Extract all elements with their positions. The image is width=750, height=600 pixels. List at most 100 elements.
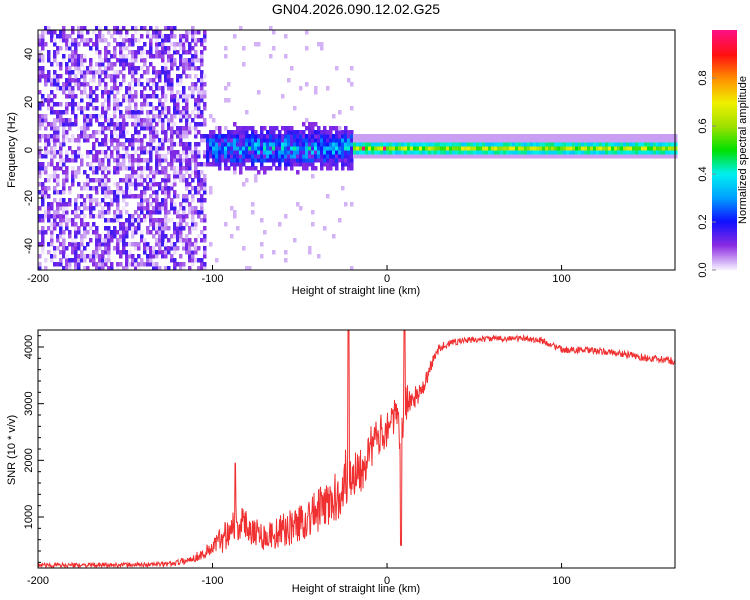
heatmap-cell	[41, 154, 45, 159]
heatmap-cell	[296, 146, 300, 151]
heatmap-cell	[461, 154, 465, 159]
heatmap-cell	[47, 102, 51, 107]
heatmap-cell	[317, 146, 321, 151]
heatmap-cell	[161, 122, 165, 127]
heatmap-cell	[164, 78, 168, 83]
heatmap-cell	[200, 86, 204, 91]
heatmap-cell	[134, 194, 138, 199]
heatmap-cell	[80, 234, 84, 239]
x-tick-label: 0	[384, 575, 390, 587]
heatmap-cell	[482, 154, 486, 159]
heatmap-cell	[128, 250, 132, 255]
heatmap-cell	[167, 50, 171, 55]
heatmap-cell	[299, 154, 303, 159]
heatmap-cell	[242, 150, 246, 155]
heatmap-cell	[257, 154, 261, 159]
heatmap-cell	[272, 154, 276, 159]
heatmap-cell	[176, 170, 180, 175]
heatmap-cell	[146, 230, 150, 235]
heatmap-cell	[182, 198, 186, 203]
heatmap-cell	[65, 154, 69, 159]
heatmap-cell	[149, 142, 153, 147]
heatmap-cell	[98, 178, 102, 183]
heatmap-cell	[269, 150, 273, 155]
heatmap-cell	[593, 150, 597, 155]
heatmap-cell	[482, 146, 486, 151]
heatmap-cell	[38, 118, 42, 123]
colorbar-tick-label: 0.8	[697, 70, 709, 85]
heatmap-cell	[170, 134, 174, 139]
heatmap-cell	[227, 82, 231, 87]
heatmap-cell	[545, 138, 549, 143]
heatmap-cell	[167, 246, 171, 251]
heatmap-cell	[182, 194, 186, 199]
heatmap-cell	[170, 202, 174, 207]
heatmap-cell	[62, 230, 66, 235]
heatmap-cell	[257, 134, 261, 139]
heatmap-cell	[479, 134, 483, 139]
heatmap-cell	[170, 58, 174, 63]
heatmap-cell	[98, 266, 102, 271]
heatmap-cell	[308, 126, 312, 131]
heatmap-cell	[152, 126, 156, 131]
heatmap-cell	[239, 134, 243, 139]
heatmap-cell	[140, 234, 144, 239]
heatmap-cell	[80, 82, 84, 87]
heatmap-cell	[56, 138, 60, 143]
heatmap-cell	[65, 46, 69, 51]
heatmap-cell	[182, 210, 186, 215]
heatmap-cell	[434, 146, 438, 151]
heatmap-cell	[161, 50, 165, 55]
heatmap-cell	[143, 42, 147, 47]
heatmap-cell	[128, 190, 132, 195]
heatmap-cell	[674, 134, 678, 139]
heatmap-cell	[125, 178, 129, 183]
heatmap-cell	[314, 90, 318, 95]
heatmap-cell	[113, 218, 117, 223]
heatmap-cell	[632, 154, 636, 159]
heatmap-cell	[167, 266, 171, 271]
heatmap-cell	[464, 146, 468, 151]
heatmap-cell	[38, 150, 42, 155]
heatmap-cell	[47, 26, 51, 31]
heatmap-cell	[116, 98, 120, 103]
heatmap-cell	[341, 186, 345, 191]
heatmap-cell	[476, 134, 480, 139]
heatmap-cell	[137, 158, 141, 163]
heatmap-cell	[122, 142, 126, 147]
heatmap-cell	[95, 42, 99, 47]
heatmap-cell	[560, 142, 564, 147]
heatmap-cell	[503, 150, 507, 155]
heatmap-cell	[92, 30, 96, 35]
colorbar-segment	[712, 174, 737, 177]
heatmap-cell	[92, 78, 96, 83]
heatmap-cell	[92, 154, 96, 159]
heatmap-cell	[38, 138, 42, 143]
heatmap-cell	[194, 86, 198, 91]
heatmap-cell	[62, 246, 66, 251]
heatmap-cell	[71, 54, 75, 59]
heatmap-cell	[173, 190, 177, 195]
heatmap-cell	[566, 138, 570, 143]
heatmap-cell	[413, 142, 417, 147]
heatmap-cell	[77, 42, 81, 47]
heatmap-cell	[239, 138, 243, 143]
heatmap-cell	[383, 150, 387, 155]
heatmap-cell	[44, 170, 48, 175]
heatmap-cell	[92, 146, 96, 151]
heatmap-cell	[131, 70, 135, 75]
heatmap-cell	[179, 54, 183, 59]
heatmap-cell	[95, 238, 99, 243]
heatmap-cell	[113, 230, 117, 235]
heatmap-cell	[239, 158, 243, 163]
heatmap-cell	[140, 182, 144, 187]
heatmap-cell	[572, 146, 576, 151]
heatmap-cell	[68, 242, 72, 247]
heatmap-cell	[71, 150, 75, 155]
heatmap-cell	[137, 242, 141, 247]
heatmap-cell	[296, 202, 300, 207]
heatmap-cell	[335, 154, 339, 159]
heatmap-cell	[656, 138, 660, 143]
heatmap-cell	[71, 258, 75, 263]
heatmap-cell	[152, 70, 156, 75]
